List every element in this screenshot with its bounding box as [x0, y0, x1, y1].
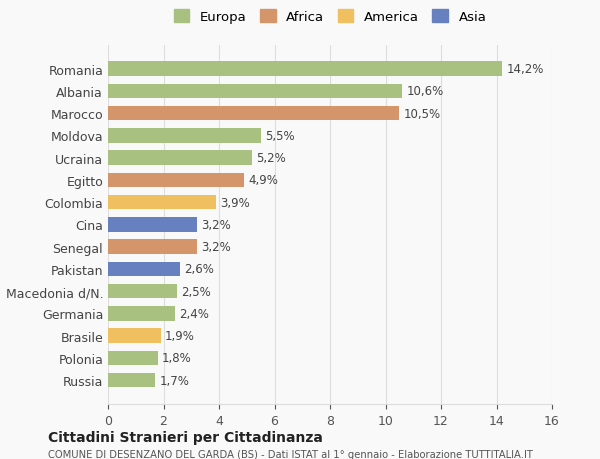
Bar — [108, 284, 178, 299]
Bar — [108, 196, 216, 210]
Text: 5,5%: 5,5% — [265, 129, 295, 143]
Bar — [108, 173, 244, 188]
Text: 3,2%: 3,2% — [201, 218, 231, 231]
Text: 2,6%: 2,6% — [184, 263, 214, 276]
Text: Cittadini Stranieri per Cittadinanza: Cittadini Stranieri per Cittadinanza — [48, 430, 323, 444]
Text: 5,2%: 5,2% — [256, 152, 286, 165]
Text: 2,5%: 2,5% — [182, 285, 211, 298]
Text: 4,9%: 4,9% — [248, 174, 278, 187]
Text: 10,6%: 10,6% — [406, 85, 443, 98]
Bar — [108, 262, 180, 277]
Text: 3,2%: 3,2% — [201, 241, 231, 254]
Bar — [108, 351, 158, 365]
Text: 10,5%: 10,5% — [404, 107, 440, 120]
Bar — [108, 329, 161, 343]
Text: 1,8%: 1,8% — [162, 352, 192, 365]
Text: COMUNE DI DESENZANO DEL GARDA (BS) - Dati ISTAT al 1° gennaio - Elaborazione TUT: COMUNE DI DESENZANO DEL GARDA (BS) - Dat… — [48, 449, 533, 459]
Text: 3,9%: 3,9% — [220, 196, 250, 209]
Text: 1,9%: 1,9% — [165, 330, 195, 342]
Bar — [108, 106, 400, 121]
Legend: Europa, Africa, America, Asia: Europa, Africa, America, Asia — [170, 6, 490, 28]
Bar — [108, 240, 197, 254]
Text: 1,7%: 1,7% — [160, 374, 189, 387]
Bar — [108, 84, 402, 99]
Text: 14,2%: 14,2% — [506, 63, 544, 76]
Bar — [108, 62, 502, 77]
Bar — [108, 151, 253, 166]
Text: 2,4%: 2,4% — [179, 307, 209, 320]
Bar — [108, 373, 155, 388]
Bar — [108, 218, 197, 232]
Bar — [108, 129, 260, 143]
Bar — [108, 307, 175, 321]
